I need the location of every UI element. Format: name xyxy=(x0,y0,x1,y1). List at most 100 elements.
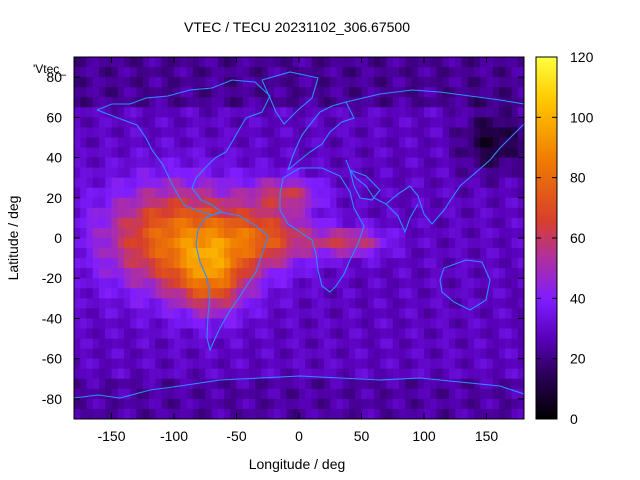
heat-cell xyxy=(199,137,206,149)
heat-cell xyxy=(430,348,438,360)
heat-cell xyxy=(467,87,475,98)
heat-cell xyxy=(286,77,294,88)
heat-cell xyxy=(417,318,425,330)
heat-cell xyxy=(324,378,331,390)
heat-cell xyxy=(230,177,238,189)
heat-cell xyxy=(511,348,519,360)
heat-cell xyxy=(255,167,263,179)
heat-cell xyxy=(242,167,250,179)
heat-cell xyxy=(249,97,256,108)
heat-cell xyxy=(455,328,463,340)
y-tick-label: -60 xyxy=(42,351,62,367)
heat-cell xyxy=(292,298,300,309)
heat-cell xyxy=(492,217,500,229)
heat-cell xyxy=(92,328,100,340)
heat-cell xyxy=(511,238,519,249)
heat-cell xyxy=(236,338,244,350)
heat-cell xyxy=(330,127,338,139)
heat-cell xyxy=(442,127,450,139)
heat-cell xyxy=(236,348,244,360)
heat-cell xyxy=(330,258,338,269)
heat-cell xyxy=(380,57,388,68)
arabia-coast xyxy=(349,169,381,201)
heat-cell xyxy=(149,268,156,279)
heat-cell xyxy=(142,388,150,400)
heat-cell xyxy=(292,238,300,249)
heat-cell xyxy=(292,278,300,289)
heat-cell xyxy=(342,288,350,299)
heat-cell xyxy=(142,288,150,299)
heat-cell xyxy=(405,97,413,108)
heat-cell xyxy=(224,338,231,350)
heat-cell xyxy=(217,408,225,419)
heat-cell xyxy=(92,378,100,390)
heat-cell xyxy=(105,318,113,330)
heat-cell xyxy=(99,227,106,239)
heat-cell xyxy=(461,338,469,350)
heat-cell xyxy=(442,248,450,259)
heat-cell xyxy=(286,308,294,320)
heat-cell xyxy=(80,137,88,149)
heat-cell xyxy=(124,238,131,249)
heat-cell xyxy=(117,358,125,370)
heat-cell xyxy=(230,57,238,68)
heat-cell xyxy=(355,378,363,390)
heat-cell xyxy=(92,77,100,88)
heat-cell xyxy=(442,227,450,239)
heat-cell xyxy=(392,358,400,370)
heat-cell xyxy=(411,368,419,380)
heat-cell xyxy=(99,238,106,249)
heat-cell xyxy=(367,258,375,269)
heat-cell xyxy=(224,137,231,149)
heat-cell xyxy=(449,57,456,68)
heat-cell xyxy=(161,348,169,360)
heat-cell xyxy=(230,338,238,350)
heat-cell xyxy=(280,57,288,68)
heat-cell xyxy=(324,308,331,320)
heat-cell xyxy=(186,137,194,149)
heat-cell xyxy=(86,197,94,209)
heat-cell xyxy=(311,87,319,98)
heat-cell xyxy=(174,207,181,219)
heat-cell xyxy=(467,167,475,179)
heat-cell xyxy=(161,67,169,78)
heat-cell xyxy=(117,127,125,139)
heat-cell xyxy=(480,318,488,330)
heat-cell xyxy=(74,57,81,68)
heat-cell xyxy=(474,147,481,159)
heat-cell xyxy=(105,127,113,139)
heat-cell xyxy=(292,308,300,320)
heat-cell xyxy=(174,127,181,139)
heat-cell xyxy=(230,348,238,360)
heat-cell xyxy=(292,258,300,269)
heat-cell xyxy=(92,258,100,269)
heat-cell xyxy=(155,157,163,169)
heat-cell xyxy=(149,147,156,159)
heat-cell xyxy=(317,77,325,88)
heat-cell xyxy=(405,308,413,320)
heat-cell xyxy=(492,278,500,289)
heat-cell xyxy=(467,268,475,279)
heat-cell xyxy=(80,358,88,370)
heat-cell xyxy=(292,187,300,199)
heat-cell xyxy=(317,258,325,269)
heat-cell xyxy=(167,127,175,139)
heat-cell xyxy=(455,388,463,400)
heat-cell xyxy=(111,258,119,269)
heat-cell xyxy=(74,308,81,320)
heat-cell xyxy=(417,398,425,410)
heat-cell xyxy=(311,127,319,139)
heat-cell xyxy=(142,127,150,139)
heat-cell xyxy=(99,288,106,299)
heat-cell xyxy=(99,67,106,78)
heat-cell xyxy=(411,97,419,108)
heat-cell xyxy=(161,77,169,88)
heat-cell xyxy=(505,147,513,159)
heat-cell xyxy=(442,368,450,380)
heat-cell xyxy=(136,308,144,320)
heat-cell xyxy=(149,157,156,169)
heat-cell xyxy=(361,177,369,189)
heat-cell xyxy=(386,117,394,128)
heat-cell xyxy=(511,258,519,269)
heat-cell xyxy=(324,268,331,279)
